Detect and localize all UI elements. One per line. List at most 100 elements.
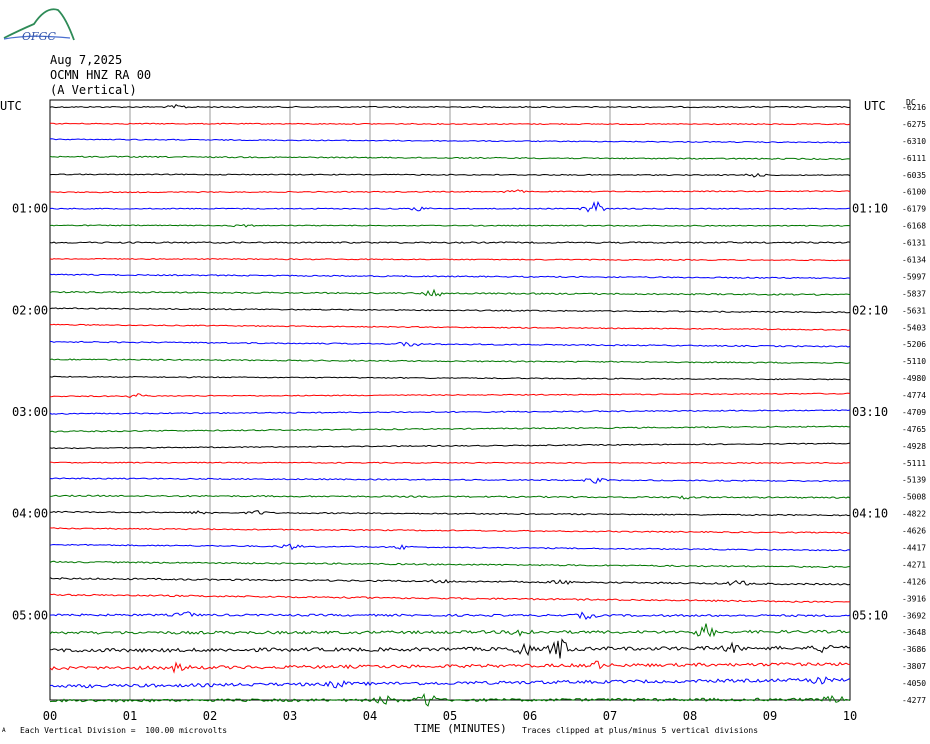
dc-offset-label: -4126 <box>902 577 926 586</box>
trace-line <box>49 138 851 144</box>
dc-offset-label: -4709 <box>902 408 926 417</box>
x-tick-label: 07 <box>603 709 617 723</box>
dc-offset-label: -5139 <box>902 476 926 485</box>
dc-offset-label: -4626 <box>902 527 926 536</box>
trace-line <box>49 200 851 213</box>
trace-line <box>49 189 851 194</box>
dc-offset-label: -3807 <box>902 662 926 671</box>
dc-offset-label: -5997 <box>902 272 926 281</box>
trace-line <box>49 340 851 348</box>
dc-offset-label: -3648 <box>902 628 926 637</box>
dc-offset-label: -4980 <box>902 374 926 383</box>
right-time-label: 02:10 <box>852 303 888 317</box>
trace-line <box>49 676 851 689</box>
dc-offset-label: -4271 <box>902 560 926 569</box>
dc-offset-label: -4822 <box>902 510 926 519</box>
dc-offset-label: -6179 <box>902 205 926 214</box>
dc-offset-label: -3686 <box>902 645 926 654</box>
clip-note: Traces clipped at plus/minus 5 vertical … <box>522 726 759 735</box>
dc-offset-label: -4417 <box>902 544 926 553</box>
dc-offset-label: -3916 <box>902 594 926 603</box>
x-tick-label: 04 <box>363 709 377 723</box>
trace-line <box>49 692 851 707</box>
trace-line <box>49 477 851 484</box>
left-time-label: 01:00 <box>12 202 48 216</box>
utc-label-left: UTC <box>0 99 22 113</box>
trace-line <box>50 510 851 517</box>
trace-line <box>49 155 851 161</box>
trace-line <box>49 392 851 398</box>
dc-offset-label: -5008 <box>902 493 926 502</box>
trace-line <box>49 241 851 244</box>
trace-line <box>49 257 851 262</box>
trace-line <box>49 122 851 126</box>
left-time-label: 04:00 <box>12 507 48 521</box>
corner-mark: A <box>2 727 6 734</box>
left-time-label: 03:00 <box>12 405 48 419</box>
dc-offset-label: -5631 <box>902 306 926 315</box>
scale-note: Each Vertical Division = 100.00 microvol… <box>20 726 228 735</box>
trace-line <box>49 461 850 465</box>
trace-line <box>49 623 851 638</box>
dc-offset-label: -6035 <box>902 171 926 180</box>
trace-group <box>49 104 851 707</box>
trace-line <box>49 527 851 534</box>
ofgc-logo: OFGC <box>3 8 75 43</box>
dc-offset-label: -5837 <box>902 289 926 298</box>
dc-offset-label: -4050 <box>902 679 926 688</box>
dc-offset-label: -6131 <box>902 239 926 248</box>
utc-label-right: UTC <box>864 99 886 113</box>
trace-line <box>49 172 851 178</box>
trace-line <box>49 409 851 415</box>
dc-offset-label: -4774 <box>902 391 926 400</box>
dc-offset-label: -3692 <box>902 611 926 620</box>
trace-line <box>49 425 851 433</box>
trace-line <box>49 442 851 450</box>
x-tick-label: 10 <box>843 709 857 723</box>
trace-line <box>49 660 851 674</box>
trace-line <box>49 560 851 568</box>
left-time-label: 02:00 <box>12 303 48 317</box>
x-tick-label: 05 <box>443 709 457 723</box>
label-group: 00 01 02 03 04 05 06 07 08 09 10 -6216 -6275 -6310 -61… <box>12 103 926 723</box>
trace-line <box>49 273 851 280</box>
x-tick-label: 03 <box>283 709 297 723</box>
x-tick-label: 00 <box>43 709 57 723</box>
dc-offset-label: -6216 <box>902 103 926 112</box>
dc-offset-label: -6275 <box>902 120 926 129</box>
dc-offset-label: -6310 <box>902 137 926 146</box>
right-time-label: 01:10 <box>852 202 888 216</box>
dc-offset-label: -4765 <box>902 425 926 434</box>
grid-lines <box>49 99 851 701</box>
trace-line <box>49 288 851 297</box>
trace-line <box>49 358 851 364</box>
chart-station: OCMN HNZ RA 00 <box>50 68 152 82</box>
trace-line <box>49 307 851 314</box>
dc-offset-label: -6168 <box>902 222 926 231</box>
dc-offset-label: -5403 <box>902 323 926 332</box>
dc-offset-label: -6100 <box>902 188 926 197</box>
dc-label: DC <box>906 98 916 107</box>
chart-component: (A Vertical) <box>50 83 137 97</box>
trace-line <box>49 593 851 604</box>
dc-offset-label: -5111 <box>902 459 926 468</box>
dc-offset-label: -6134 <box>902 255 926 264</box>
trace-line <box>49 611 851 621</box>
trace-line <box>49 543 851 552</box>
logo-text: OFGC <box>22 30 56 43</box>
trace-line <box>49 494 851 500</box>
trace-line <box>49 323 851 331</box>
trace-line <box>49 638 851 659</box>
trace-line <box>49 104 851 109</box>
trace-line <box>49 577 851 586</box>
x-tick-label: 08 <box>683 709 697 723</box>
dc-offset-label: -6111 <box>902 154 926 163</box>
chart-date: Aug 7,2025 <box>50 53 123 67</box>
x-axis-label: TIME (MINUTES) <box>414 722 507 735</box>
right-time-label: 05:10 <box>852 608 888 622</box>
x-tick-label: 02 <box>203 709 217 723</box>
trace-line <box>49 375 851 381</box>
left-time-label: 05:00 <box>12 608 48 622</box>
x-tick-label: 09 <box>763 709 777 723</box>
